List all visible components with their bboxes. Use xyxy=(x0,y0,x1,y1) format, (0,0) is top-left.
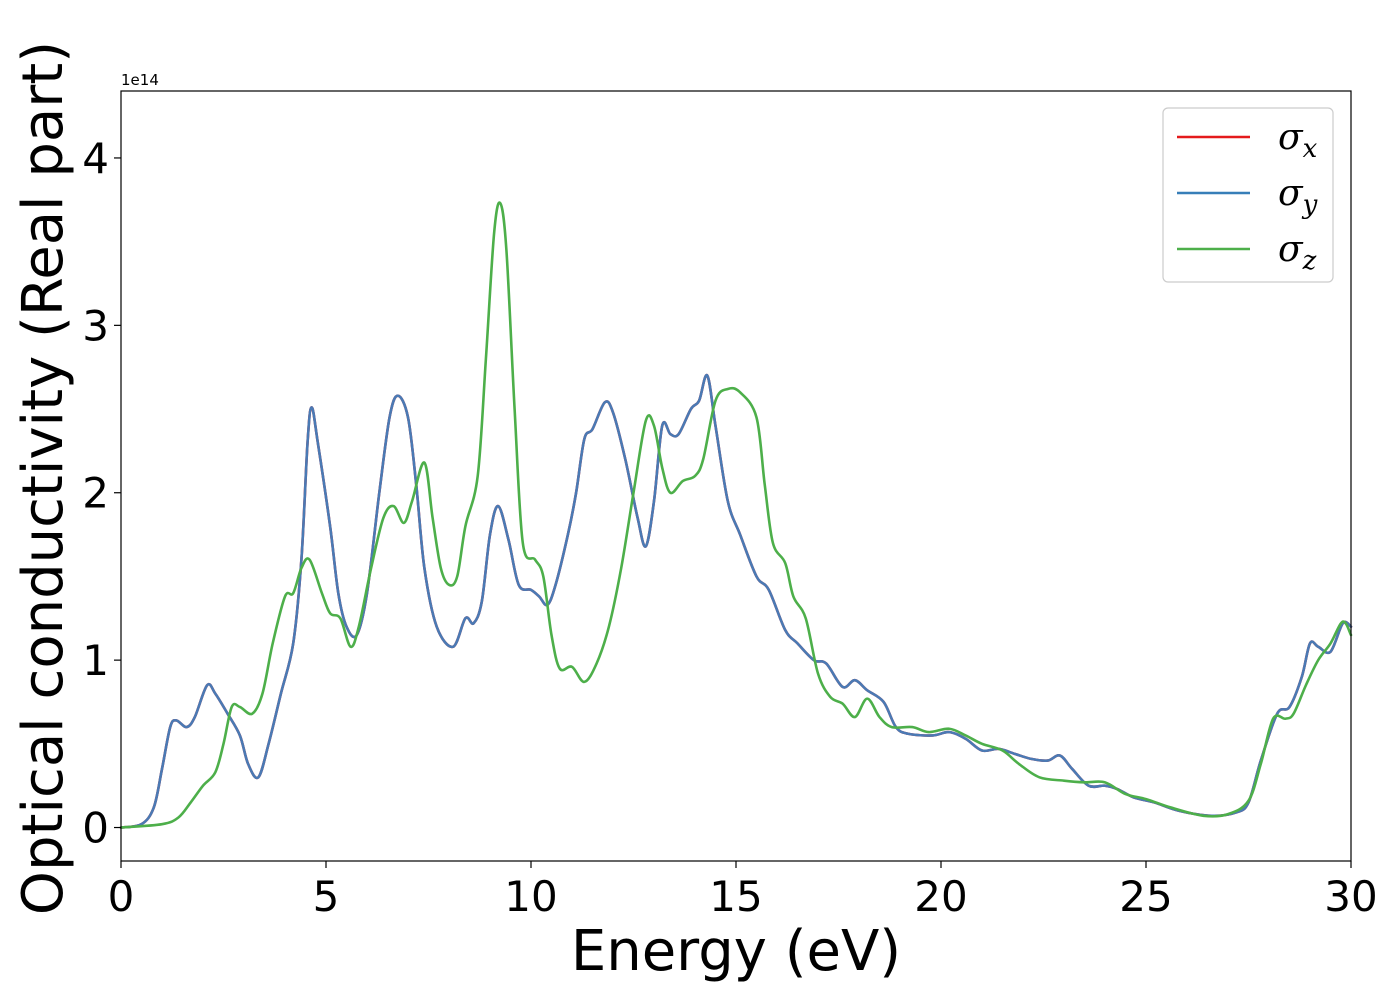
y-tick-label: 2 xyxy=(82,469,109,518)
y-axis: 0 1 2 3 4 xyxy=(82,134,121,853)
y-tick-label: 0 xyxy=(82,804,109,853)
series-layer xyxy=(119,201,1353,829)
x-tick-label: 30 xyxy=(1324,872,1377,921)
series-line-sigma-z xyxy=(119,201,1353,829)
x-axis-title: Energy (eV) xyxy=(571,919,901,984)
y-axis-title: Optical conductivity (Real part) xyxy=(11,41,76,915)
x-tick-label: 15 xyxy=(709,872,762,921)
x-tick-label: 20 xyxy=(914,872,967,921)
legend-box xyxy=(1162,107,1334,283)
series-line-sigma-y xyxy=(119,373,1353,829)
x-tick-label: 5 xyxy=(313,872,340,921)
x-tick-label: 10 xyxy=(504,872,557,921)
y-tick-label: 3 xyxy=(82,301,109,350)
legend-label-y: σy xyxy=(1278,173,1318,220)
y-tick-label: 1 xyxy=(82,636,109,685)
x-tick-label: 25 xyxy=(1119,872,1172,921)
legend-label-x: σx xyxy=(1278,117,1318,164)
y-offset-label: 1e14 xyxy=(121,71,159,89)
x-axis: 0 5 10 15 20 25 30 xyxy=(108,861,1378,921)
y-tick-label: 4 xyxy=(82,134,109,183)
x-tick-label: 0 xyxy=(108,872,135,921)
